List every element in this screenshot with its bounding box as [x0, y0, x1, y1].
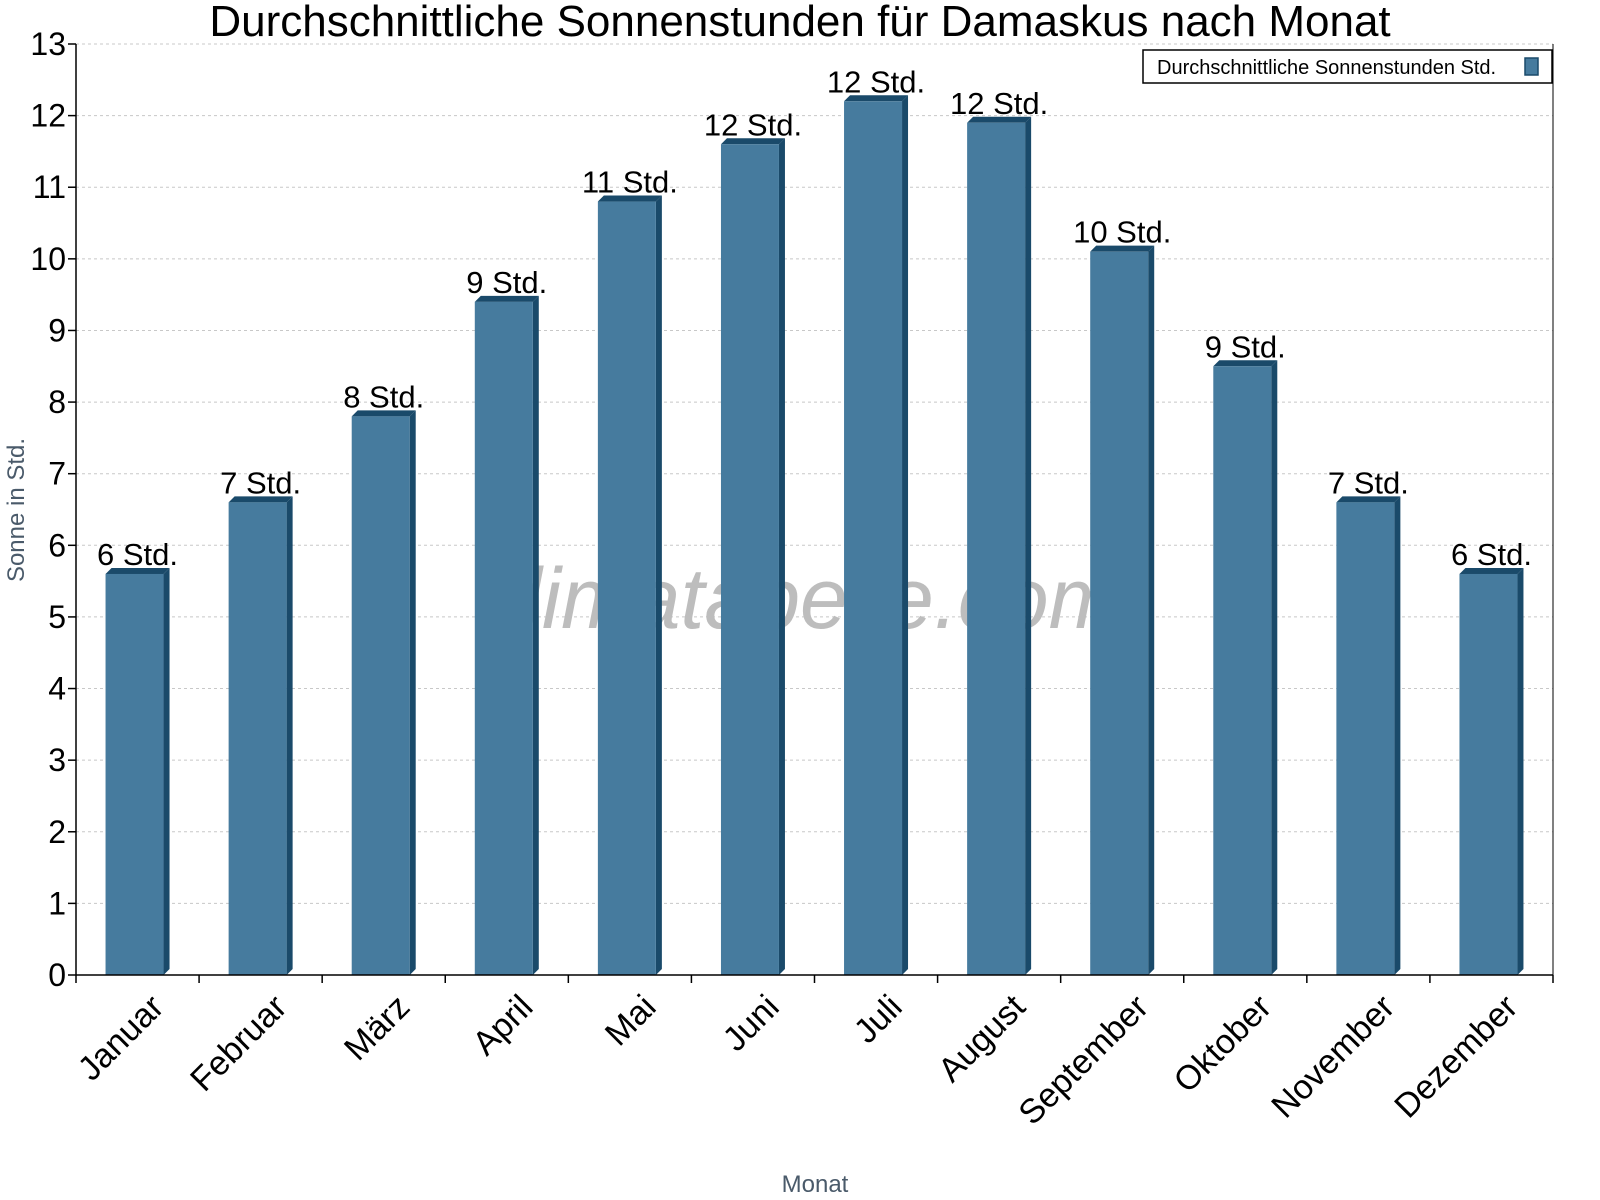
x-tick-label: Dezember — [1387, 988, 1525, 1126]
y-tick-label: 6 — [48, 527, 66, 563]
y-tick-label: 8 — [48, 384, 66, 420]
bars: 6 Std. 7 Std. 8 Std. 9 Std. 11 Std. 12 Std. 12… — [97, 64, 1532, 976]
y-tick-label: 4 — [48, 671, 66, 707]
bar — [105, 567, 170, 975]
x-tick-label: März — [337, 988, 417, 1068]
bar-value-label: 7 Std. — [1328, 465, 1409, 500]
bar-value-label: 12 Std. — [704, 107, 802, 142]
y-tick-label: 11 — [33, 169, 66, 205]
bar — [1090, 245, 1155, 975]
bar-value-label: 6 Std. — [1451, 537, 1532, 572]
y-tick-label: 9 — [48, 312, 66, 348]
x-tick-label: August — [931, 987, 1033, 1089]
x-tick-label: Mai — [598, 988, 664, 1054]
y-axis-title: Sonne in Std. — [3, 438, 30, 582]
bar-value-label: 10 Std. — [1073, 215, 1171, 250]
bar-value-label: 11 Std. — [582, 165, 678, 200]
bar — [967, 116, 1032, 976]
y-tick-label: 13 — [30, 26, 66, 62]
x-tick-label: Juni — [716, 988, 787, 1059]
y-tick-label: 7 — [48, 456, 66, 492]
bar-value-label: 6 Std. — [97, 537, 178, 572]
legend-swatch — [1524, 57, 1539, 76]
gridlines — [76, 43, 1553, 904]
bar — [597, 195, 662, 976]
bar-value-label: 12 Std. — [827, 64, 925, 99]
bar — [351, 410, 416, 975]
bar-value-label: 9 Std. — [1205, 329, 1286, 364]
bar-value-label: 12 Std. — [950, 86, 1048, 121]
bar — [1459, 567, 1524, 975]
bar — [720, 138, 785, 975]
y-tick-label: 12 — [30, 98, 66, 134]
bar-value-label: 8 Std. — [343, 379, 424, 414]
x-axis-title: Monat — [782, 1171, 849, 1198]
bar-value-label: 9 Std. — [466, 265, 547, 300]
bar — [228, 496, 293, 975]
bar — [474, 295, 539, 975]
x-tick-label: April — [465, 988, 540, 1063]
legend: Durchschnittliche Sonnenstunden Std. — [1142, 49, 1553, 84]
y-tick-label: 5 — [48, 599, 66, 635]
bar — [1336, 496, 1401, 975]
y-tick-label: 3 — [48, 742, 66, 778]
y-tick-label: 1 — [48, 885, 66, 921]
y-tick-label: 0 — [48, 957, 66, 993]
bar-value-label: 7 Std. — [220, 465, 301, 500]
y-tick-label: 10 — [30, 241, 66, 277]
x-tick-label: Januar — [71, 988, 171, 1088]
bar — [1213, 360, 1278, 975]
x-tick-label: Juli — [847, 988, 910, 1051]
x-tick-label: November — [1264, 988, 1402, 1126]
legend-label: Durchschnittliche Sonnenstunden Std. — [1157, 57, 1496, 79]
x-tick-label: Oktober — [1167, 988, 1279, 1100]
bar — [844, 95, 909, 976]
chart-title: Durchschnittliche Sonnenstunden für Dama… — [209, 0, 1390, 46]
x-tick-label: Februar — [183, 988, 294, 1099]
x-tick-label: September — [1011, 988, 1155, 1132]
y-tick-label: 2 — [48, 814, 66, 850]
